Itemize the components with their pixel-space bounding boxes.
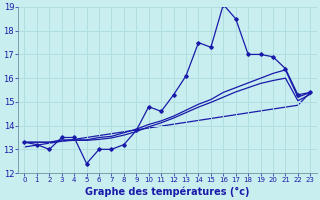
X-axis label: Graphe des températures (°c): Graphe des températures (°c) — [85, 186, 250, 197]
